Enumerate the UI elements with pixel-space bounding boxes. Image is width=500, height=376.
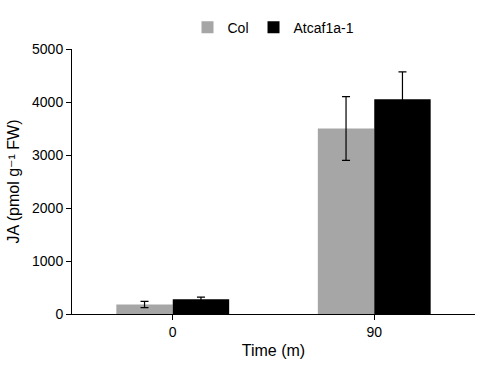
- svg-text:Time (m): Time (m): [242, 342, 305, 359]
- svg-text:0: 0: [55, 306, 63, 322]
- svg-text:1000: 1000: [32, 253, 63, 269]
- svg-text:4000: 4000: [32, 94, 63, 110]
- svg-text:5000: 5000: [32, 41, 63, 57]
- svg-text:3000: 3000: [32, 147, 63, 163]
- svg-text:Col: Col: [228, 20, 249, 36]
- svg-text:2000: 2000: [32, 200, 63, 216]
- svg-text:0: 0: [169, 324, 177, 340]
- svg-text:90: 90: [366, 324, 382, 340]
- svg-text:JA (pmol g⁻¹ FW): JA (pmol g⁻¹ FW): [5, 119, 22, 243]
- svg-text:Atcaf1a-1: Atcaf1a-1: [294, 20, 354, 36]
